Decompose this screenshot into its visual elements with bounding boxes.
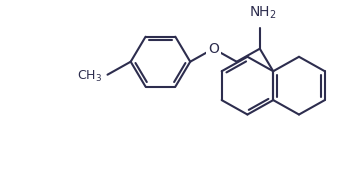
Text: NH$_2$: NH$_2$ bbox=[249, 4, 277, 21]
Text: CH$_3$: CH$_3$ bbox=[77, 69, 102, 84]
Text: O: O bbox=[208, 42, 219, 56]
